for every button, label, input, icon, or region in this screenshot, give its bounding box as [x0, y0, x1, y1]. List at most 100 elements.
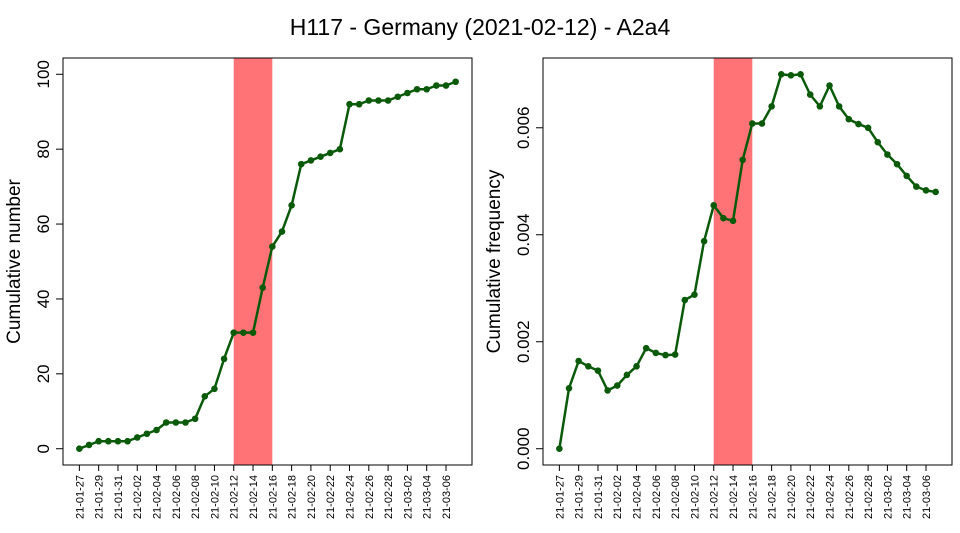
data-point [404, 89, 411, 97]
data-point [297, 160, 305, 168]
data-point [585, 363, 592, 370]
x-tick-label: 21-02-26 [844, 475, 856, 519]
data-point [787, 72, 795, 79]
data-point [143, 430, 151, 438]
data-point [346, 100, 353, 108]
data-point [191, 415, 199, 423]
x-tick-label: 21-03-02 [882, 475, 894, 519]
data-point [230, 329, 238, 336]
x-tick-label: 21-02-20 [306, 475, 318, 519]
series-line [78, 80, 457, 450]
x-tick-label: 21-02-28 [383, 475, 395, 519]
y-tick-label: 0.004 [514, 213, 533, 256]
highlight-band [233, 58, 273, 465]
data-point [413, 85, 421, 93]
data-point [932, 188, 939, 196]
data-point [835, 103, 843, 110]
data-point [816, 103, 824, 110]
data-point [604, 387, 611, 394]
data-point [720, 214, 727, 222]
data-point [394, 93, 402, 101]
x-tick-label: 21-02-16 [267, 475, 279, 519]
data-point [758, 120, 766, 127]
y-tick-label: 0.002 [514, 320, 533, 363]
x-tick-label: 21-02-04 [632, 475, 644, 519]
data-point [355, 100, 363, 108]
data-point [220, 355, 228, 363]
x-tick-label: 21-02-24 [345, 475, 357, 519]
x-tick-label: 21-01-29 [574, 475, 586, 519]
panel-cumulative-number: 0 20 40 60 80 100 21-01-27 21-01-29 21-01-31 21-0… [4, 57, 473, 519]
data-point [729, 217, 737, 225]
x-tick-label: 21-02-12 [229, 475, 241, 519]
data-point [768, 103, 775, 110]
data-point [691, 291, 698, 298]
data-point [423, 85, 430, 93]
x-tick-label: 21-03-06 [441, 475, 453, 519]
x-tick-label: 21-02-10 [689, 475, 701, 519]
x-tick-label: 21-01-31 [113, 475, 125, 519]
data-point [777, 70, 785, 78]
y-tick-label: 100 [34, 60, 53, 88]
data-point [874, 138, 882, 146]
plot-frame [542, 57, 953, 466]
y-tick-label: 0 [34, 444, 53, 453]
data-point [652, 349, 660, 357]
data-point [182, 419, 189, 426]
figure-title: H117 - Germany (2021-02-12) - A2a4 [290, 14, 671, 40]
data-point [806, 91, 814, 98]
data-point [452, 78, 459, 86]
x-tick-label: 21-02-18 [287, 475, 299, 519]
data-point [172, 419, 180, 426]
data-point [76, 445, 83, 453]
x-tick-label: 21-01-31 [593, 475, 605, 519]
data-point [133, 434, 141, 441]
x-tick-label: 21-02-06 [651, 475, 663, 519]
data-point [623, 371, 631, 379]
data-point [662, 351, 669, 359]
data-point [855, 120, 862, 128]
x-tick-label: 21-02-28 [863, 475, 875, 519]
data-point [114, 437, 122, 445]
data-point [85, 441, 93, 449]
data-point [594, 367, 602, 374]
data-point [288, 202, 295, 209]
series-line [558, 73, 936, 449]
y-tick-label: 0.006 [514, 106, 533, 149]
data-point [556, 445, 563, 453]
data-point [95, 437, 102, 445]
data-point [124, 437, 131, 445]
data-point [317, 153, 324, 160]
x-tick-label: 21-02-20 [786, 475, 798, 519]
data-point [681, 296, 689, 304]
x-tick-label: 21-02-16 [747, 475, 759, 519]
x-tick-label: 21-02-12 [709, 475, 721, 519]
data-point [903, 172, 910, 180]
x-tick-label: 21-02-18 [767, 475, 779, 519]
data-point [365, 97, 373, 104]
y-tick-label: 80 [34, 140, 53, 159]
data-point [565, 384, 573, 392]
data-point [913, 183, 920, 190]
data-point [433, 82, 440, 89]
data-point [326, 149, 334, 157]
y-axis-label: Cumulative frequency [484, 169, 505, 353]
data-point [240, 329, 247, 336]
data-point [153, 426, 160, 434]
y-tick-label: 0.000 [514, 427, 533, 470]
data-point [201, 392, 209, 400]
data-point [826, 82, 833, 89]
x-tick-label: 21-02-02 [132, 475, 144, 519]
panel-cumulative-frequency: 0.000 0.002 0.004 0.006 21-01-27 21-01-29 21-0… [484, 57, 953, 519]
x-tick-label: 21-02-08 [670, 475, 682, 519]
x-tick-label: 21-02-04 [152, 475, 164, 519]
x-tick-label: 21-02-22 [805, 475, 817, 519]
y-tick-label: 40 [34, 289, 53, 308]
data-point [633, 363, 640, 370]
data-point [575, 357, 582, 365]
x-tick-label: 21-01-27 [74, 475, 86, 519]
plot-frame [62, 57, 473, 466]
data-point [249, 329, 257, 336]
data-point [845, 115, 853, 123]
